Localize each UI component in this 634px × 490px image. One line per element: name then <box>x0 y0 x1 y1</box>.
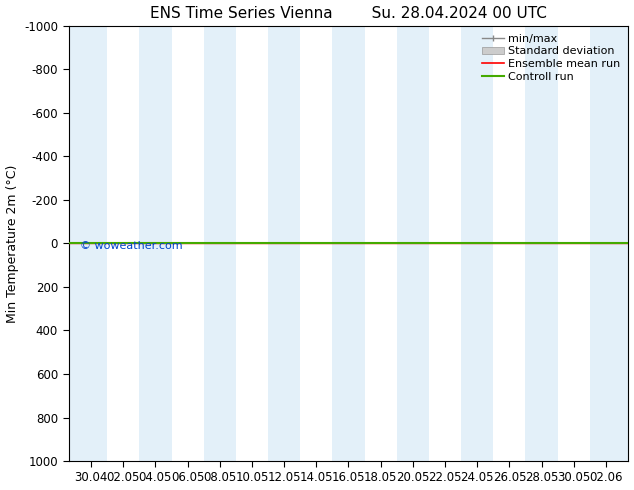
Bar <box>75 26 107 461</box>
Bar <box>204 26 236 461</box>
Bar <box>397 26 429 461</box>
Title: ENS Time Series Vienna        Su. 28.04.2024 00 UTC: ENS Time Series Vienna Su. 28.04.2024 00… <box>150 5 547 21</box>
Legend: min/max, Standard deviation, Ensemble mean run, Controll run: min/max, Standard deviation, Ensemble me… <box>479 31 623 84</box>
Bar <box>526 26 558 461</box>
Bar <box>68 26 75 461</box>
Bar <box>332 26 365 461</box>
Text: © woweather.com: © woweather.com <box>80 241 183 251</box>
Bar <box>461 26 493 461</box>
Bar <box>268 26 301 461</box>
Y-axis label: Min Temperature 2m (°C): Min Temperature 2m (°C) <box>6 164 18 322</box>
Bar <box>622 26 628 461</box>
Bar <box>139 26 172 461</box>
Bar <box>590 26 622 461</box>
